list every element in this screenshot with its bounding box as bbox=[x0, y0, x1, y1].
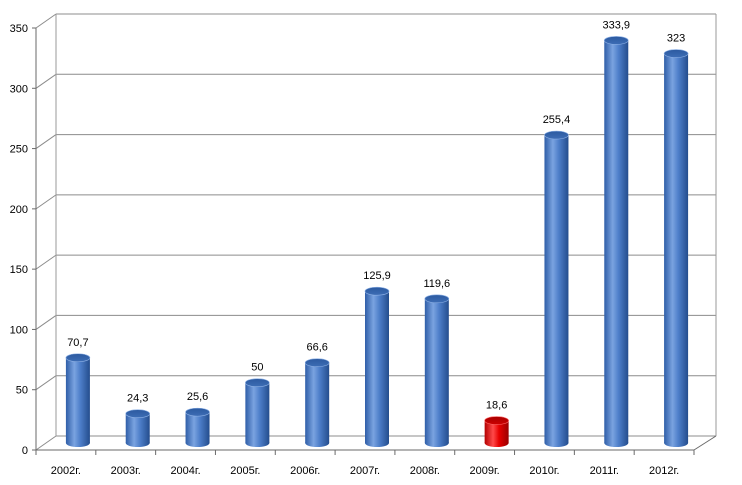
gridline-side bbox=[35, 73, 57, 89]
plot-frame bbox=[35, 14, 717, 451]
data-label: 66,6 bbox=[306, 342, 327, 354]
bar-top bbox=[424, 294, 450, 304]
data-labels: 70,7 24,3 25,6 50 66,6 125,9 119,6 18,6 255,4 333… bbox=[67, 19, 685, 411]
x-tick-label: 2006г. bbox=[290, 465, 320, 477]
x-tick-label: 2003г. bbox=[111, 465, 141, 477]
bar-top bbox=[484, 416, 509, 425]
y-tick-label: 250 bbox=[10, 144, 28, 156]
floor-right-edge bbox=[693, 435, 717, 451]
bar-body bbox=[245, 382, 270, 443]
bar-body bbox=[604, 40, 629, 444]
x-tick-label: 2009г. bbox=[470, 465, 500, 477]
data-label: 333,9 bbox=[603, 19, 631, 31]
bar bbox=[603, 36, 629, 447]
bar-body bbox=[365, 291, 389, 443]
bar-body bbox=[484, 420, 509, 443]
bar-top bbox=[544, 130, 569, 140]
data-label: 255,4 bbox=[543, 114, 571, 126]
x-axis-ticks: 2002г. 2003г. 2004г. 2005г. 2006г. 2007г. 2008… bbox=[35, 450, 695, 477]
bar bbox=[484, 416, 509, 447]
bar-top bbox=[125, 409, 151, 419]
data-label: 24,3 bbox=[127, 393, 148, 405]
y-axis-ticks: 0 50 100 150 200 250 300 350 bbox=[10, 23, 36, 457]
bar-top bbox=[603, 36, 629, 45]
bar-body bbox=[125, 413, 150, 443]
x-tick-label: 2011г. bbox=[590, 465, 619, 477]
gridline-side bbox=[35, 13, 57, 29]
bar bbox=[424, 294, 450, 447]
gridline-side bbox=[35, 375, 57, 391]
bar-body bbox=[185, 412, 210, 443]
bar-body bbox=[65, 357, 90, 443]
data-label: 323 bbox=[667, 33, 685, 45]
x-tick-label: 2004г. bbox=[170, 465, 200, 477]
bars bbox=[65, 36, 689, 447]
x-tick-label: 2010г. bbox=[529, 465, 559, 477]
data-label: 50 bbox=[251, 362, 263, 374]
data-label: 119,6 bbox=[423, 278, 450, 290]
bar bbox=[185, 407, 210, 447]
bar bbox=[125, 409, 151, 447]
y-tick-label: 0 bbox=[22, 445, 28, 457]
bar-top bbox=[304, 358, 330, 367]
bar-body bbox=[424, 298, 449, 443]
x-tick-label: 2008г. bbox=[410, 465, 440, 477]
gridline-side bbox=[35, 194, 57, 210]
bar bbox=[65, 353, 91, 447]
bar-top bbox=[663, 49, 689, 58]
x-tick-label: 2002г. bbox=[51, 465, 81, 477]
bar-body bbox=[544, 135, 569, 443]
bar-top bbox=[65, 353, 91, 363]
y-tick-label: 50 bbox=[16, 385, 28, 397]
bar-body bbox=[305, 362, 330, 443]
data-label: 25,6 bbox=[187, 391, 208, 403]
gridline-side bbox=[35, 254, 57, 270]
y-tick-label: 200 bbox=[10, 204, 28, 216]
gridline-side bbox=[35, 435, 57, 451]
bar bbox=[304, 358, 330, 447]
x-tick-label: 2012г. bbox=[649, 465, 679, 477]
gridline-side bbox=[35, 134, 57, 149]
bar-top bbox=[364, 286, 390, 296]
data-label: 18,6 bbox=[486, 400, 507, 412]
bar bbox=[544, 130, 569, 447]
bar bbox=[364, 286, 390, 447]
x-tick-label: 2005г. bbox=[230, 465, 260, 477]
y-tick-label: 300 bbox=[10, 83, 28, 95]
x-tick-label: 2007г. bbox=[350, 465, 380, 477]
y-tick-label: 150 bbox=[10, 264, 28, 276]
bar-body bbox=[664, 53, 689, 443]
y-tick-label: 100 bbox=[10, 324, 28, 336]
bar-top bbox=[245, 378, 270, 388]
bar bbox=[245, 378, 270, 447]
bar bbox=[663, 49, 689, 447]
data-label: 125,9 bbox=[363, 270, 391, 282]
gridline-side bbox=[35, 315, 57, 330]
y-tick-label: 350 bbox=[10, 23, 28, 35]
data-label: 70,7 bbox=[67, 337, 88, 349]
bar-top bbox=[185, 407, 210, 417]
